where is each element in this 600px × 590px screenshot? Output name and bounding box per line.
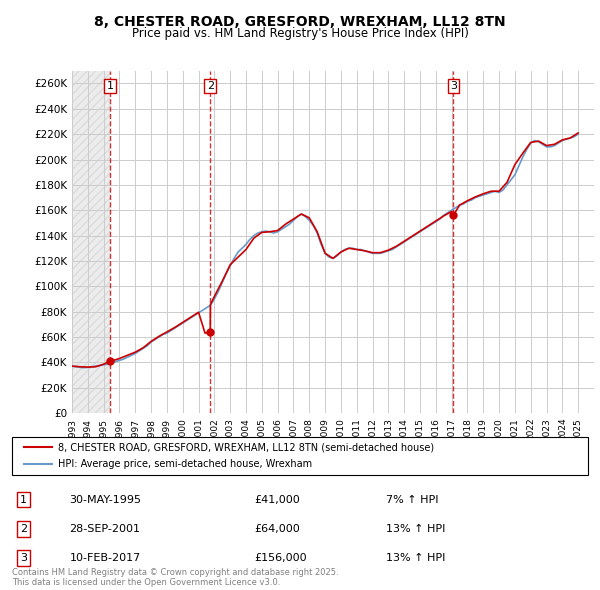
Text: HPI: Average price, semi-detached house, Wrexham: HPI: Average price, semi-detached house,… (58, 459, 312, 469)
Text: 3: 3 (450, 81, 457, 91)
Text: £156,000: £156,000 (254, 553, 307, 563)
Bar (72, 71, 110, 413)
Text: 13% ↑ HPI: 13% ↑ HPI (386, 524, 446, 534)
Text: £64,000: £64,000 (254, 524, 299, 534)
Text: 2: 2 (20, 524, 27, 534)
Text: 8, CHESTER ROAD, GRESFORD, WREXHAM, LL12 8TN (semi-detached house): 8, CHESTER ROAD, GRESFORD, WREXHAM, LL12… (58, 442, 434, 453)
Text: 7% ↑ HPI: 7% ↑ HPI (386, 494, 439, 504)
Text: 10-FEB-2017: 10-FEB-2017 (70, 553, 141, 563)
Text: 1: 1 (107, 81, 113, 91)
Text: 13% ↑ HPI: 13% ↑ HPI (386, 553, 446, 563)
Text: 1: 1 (20, 494, 27, 504)
Text: 3: 3 (20, 553, 27, 563)
Text: Price paid vs. HM Land Registry's House Price Index (HPI): Price paid vs. HM Land Registry's House … (131, 27, 469, 40)
Text: 2: 2 (206, 81, 214, 91)
Text: 28-SEP-2001: 28-SEP-2001 (70, 524, 140, 534)
Text: 8, CHESTER ROAD, GRESFORD, WREXHAM, LL12 8TN: 8, CHESTER ROAD, GRESFORD, WREXHAM, LL12… (94, 15, 506, 29)
Text: Contains HM Land Registry data © Crown copyright and database right 2025.
This d: Contains HM Land Registry data © Crown c… (12, 568, 338, 587)
Text: 30-MAY-1995: 30-MAY-1995 (70, 494, 142, 504)
Text: £41,000: £41,000 (254, 494, 299, 504)
FancyBboxPatch shape (12, 437, 588, 475)
